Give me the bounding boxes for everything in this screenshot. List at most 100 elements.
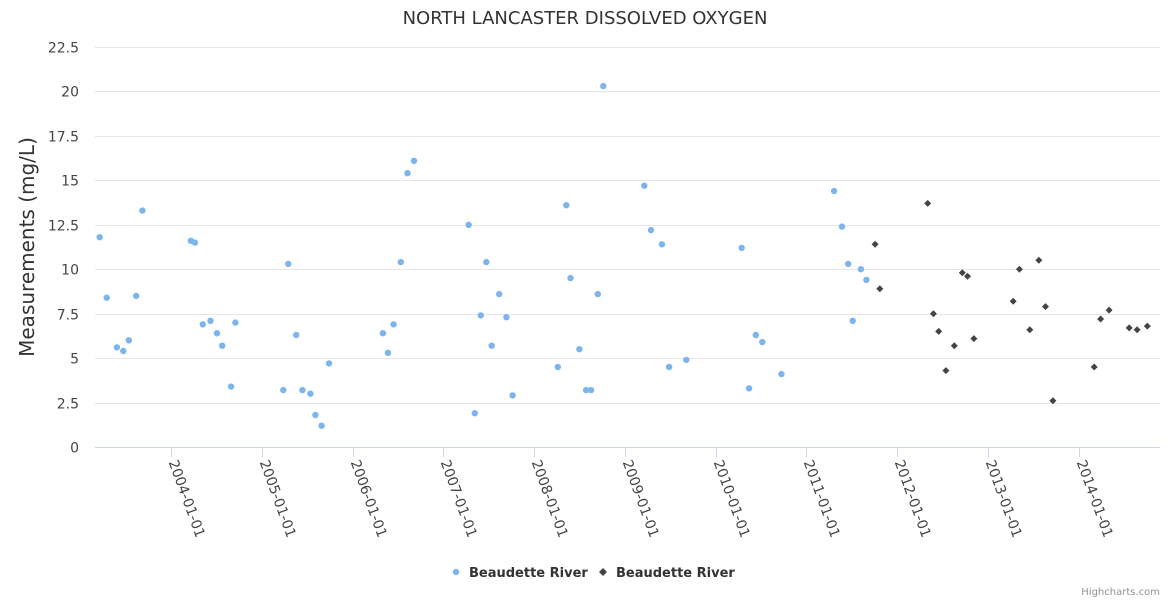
data-point-series-1[interactable]	[554, 363, 561, 371]
data-point-series-1[interactable]	[745, 385, 753, 392]
data-point-series-2[interactable]	[1090, 363, 1098, 371]
data-point-series-1[interactable]	[307, 390, 314, 397]
data-point-series-1[interactable]	[488, 342, 495, 349]
data-point-series-1[interactable]	[285, 260, 292, 268]
data-point-series-2[interactable]	[1133, 326, 1141, 334]
y-tick-label: 15	[61, 174, 79, 190]
data-point-series-1[interactable]	[318, 422, 325, 429]
legend: Beaudette River Beaudette River	[452, 566, 735, 581]
y-tick-label: 2.5	[57, 397, 79, 413]
data-point-series-1[interactable]	[96, 234, 103, 241]
data-point-series-1[interactable]	[576, 346, 583, 353]
data-point-series-1[interactable]	[397, 258, 404, 266]
data-point-series-1[interactable]	[641, 182, 648, 189]
data-point-series-1[interactable]	[849, 317, 856, 324]
data-point-series-1[interactable]	[125, 337, 132, 344]
data-point-series-2[interactable]	[1105, 306, 1113, 314]
data-point-series-1[interactable]	[139, 207, 146, 214]
data-point-series-1[interactable]	[199, 321, 206, 328]
data-point-series-2[interactable]	[924, 199, 932, 207]
data-point-series-2[interactable]	[929, 310, 937, 318]
data-point-series-2[interactable]	[958, 269, 966, 277]
data-point-series-1[interactable]	[280, 386, 287, 394]
data-point-series-2[interactable]	[942, 367, 950, 375]
data-point-series-2[interactable]	[1015, 265, 1023, 273]
data-point-series-1[interactable]	[103, 294, 110, 301]
data-point-series-1[interactable]	[471, 410, 478, 417]
data-point-series-2[interactable]	[876, 285, 884, 293]
data-point-series-1[interactable]	[232, 319, 239, 326]
data-point-series-2[interactable]	[1026, 326, 1034, 334]
data-point-series-2[interactable]	[1035, 256, 1043, 264]
data-point-series-1[interactable]	[658, 241, 666, 248]
data-point-series-1[interactable]	[509, 392, 516, 399]
data-point-series-1[interactable]	[191, 239, 199, 246]
data-point-series-1[interactable]	[567, 274, 574, 282]
chart-title: NORTH LANCASTER DISSOLVED OXYGEN	[403, 8, 768, 29]
data-point-series-1[interactable]	[213, 330, 221, 337]
data-point-series-1[interactable]	[379, 330, 387, 337]
y-tick-label: 12.5	[48, 219, 79, 235]
legend-item-series-1[interactable]: Beaudette River	[452, 566, 589, 581]
x-tick-label: 2013-01-01	[982, 458, 1025, 540]
data-point-series-1[interactable]	[404, 170, 411, 177]
data-point-series-1[interactable]	[325, 360, 333, 367]
data-point-series-1[interactable]	[410, 157, 418, 164]
data-point-series-1[interactable]	[483, 258, 490, 266]
legend-label-series-2: Beaudette River	[616, 566, 735, 581]
data-point-series-1[interactable]	[647, 226, 655, 234]
data-point-series-1[interactable]	[227, 383, 235, 390]
data-point-series-1[interactable]	[752, 331, 759, 339]
legend-item-series-2[interactable]: Beaudette River	[599, 566, 735, 581]
data-point-series-1[interactable]	[477, 312, 484, 319]
data-point-series-2[interactable]	[1143, 322, 1151, 330]
y-tick-label: 10	[61, 263, 79, 279]
data-point-series-2[interactable]	[871, 240, 879, 248]
data-point-series-2[interactable]	[1042, 303, 1049, 311]
data-point-series-1[interactable]	[857, 266, 865, 273]
data-point-series-1[interactable]	[759, 338, 766, 346]
data-point-series-1[interactable]	[133, 292, 140, 300]
data-point-series-1[interactable]	[594, 290, 601, 298]
data-point-series-1[interactable]	[120, 347, 127, 355]
data-point-series-2[interactable]	[1097, 315, 1105, 323]
data-point-series-1[interactable]	[496, 290, 503, 298]
data-point-series-2[interactable]	[1009, 297, 1017, 305]
grid-lines	[95, 47, 1160, 404]
data-point-series-1[interactable]	[845, 260, 852, 268]
data-point-series-1[interactable]	[863, 276, 870, 284]
x-tick-label: 2011-01-01	[800, 458, 843, 540]
data-point-series-1[interactable]	[503, 314, 510, 321]
data-point-series-2[interactable]	[935, 327, 943, 335]
data-point-series-2[interactable]	[1049, 397, 1057, 405]
x-tick-label: 2004-01-01	[165, 458, 208, 540]
data-point-series-2[interactable]	[950, 342, 958, 350]
data-point-series-1[interactable]	[778, 370, 785, 378]
data-point-series-1[interactable]	[465, 221, 472, 228]
x-axis-ticks: 2004-01-01 2005-01-01 2006-01-01 2007-01-01…	[165, 447, 1116, 540]
data-point-series-1[interactable]	[207, 317, 214, 324]
data-point-series-1[interactable]	[683, 356, 690, 364]
data-point-series-1[interactable]	[219, 342, 226, 349]
data-point-series-1[interactable]	[113, 344, 121, 351]
data-point-series-1[interactable]	[587, 386, 595, 394]
data-point-series-1[interactable]	[384, 349, 392, 356]
data-point-series-2[interactable]	[970, 335, 978, 343]
data-point-series-1[interactable]	[582, 386, 590, 394]
data-point-series-2[interactable]	[1125, 324, 1133, 332]
data-point-series-1[interactable]	[293, 331, 300, 339]
data-point-series-1[interactable]	[665, 363, 673, 371]
data-point-series-1[interactable]	[299, 386, 306, 394]
x-tick-label: 2006-01-01	[347, 458, 390, 540]
data-point-series-1[interactable]	[830, 187, 838, 195]
data-point-series-1[interactable]	[312, 411, 319, 419]
data-points	[96, 82, 1151, 429]
credits-link[interactable]: Highcharts.com	[1081, 587, 1160, 598]
x-tick-label: 2012-01-01	[891, 458, 934, 540]
data-point-series-2[interactable]	[964, 272, 971, 280]
data-point-series-1[interactable]	[838, 223, 846, 230]
data-point-series-1[interactable]	[390, 321, 397, 328]
data-point-series-1[interactable]	[738, 244, 745, 252]
data-point-series-1[interactable]	[600, 82, 607, 90]
data-point-series-1[interactable]	[563, 202, 570, 209]
